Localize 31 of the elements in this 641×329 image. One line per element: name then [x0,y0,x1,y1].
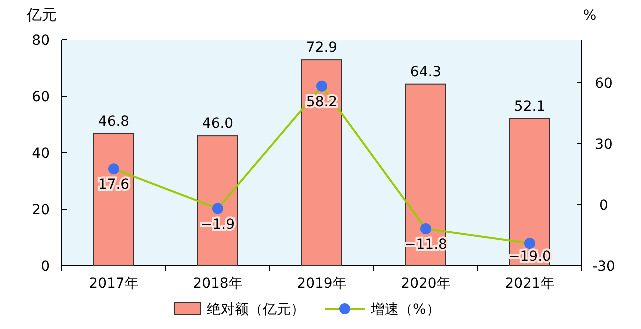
y-tick-label: 80 [32,33,50,49]
bar [198,136,238,266]
data-label: −1.9 [201,216,235,233]
bar [94,133,134,266]
x-tick-label: 2021年 [505,276,555,292]
data-label: 64.3 [410,64,442,80]
y-axis-title: 亿元 [26,6,57,24]
y2-tick-label: -30 [592,259,616,275]
x-tick-label: 2018年 [193,276,243,292]
y-tick-label: 20 [32,202,50,218]
bar [406,84,446,266]
data-label: 46.8 [98,114,130,130]
x-tick-label: 2017年 [89,276,139,292]
y2-tick-label: 30 [595,136,613,153]
legend-label: 增速（%） [370,302,440,318]
data-label: 46.0 [202,116,234,132]
x-tick-label: 2019年 [297,276,347,292]
bar [302,60,342,266]
data-label: 58.2 [306,94,338,110]
bar [510,118,550,266]
y-tick-label: 60 [32,90,50,106]
data-label: 52.1 [514,98,546,115]
data-label: 17.6 [98,177,130,194]
y2-axis-title: % [583,8,597,24]
y2-tick-label: 0 [600,198,608,214]
y-tick-label: 40 [32,146,50,162]
x-tick-label: 2020年 [401,276,451,292]
data-label: 72.9 [306,40,338,56]
y-tick-label: 0 [41,259,50,275]
y2-tick-label: 60 [595,76,613,92]
legend-label: 绝对额（亿元） [207,302,305,318]
